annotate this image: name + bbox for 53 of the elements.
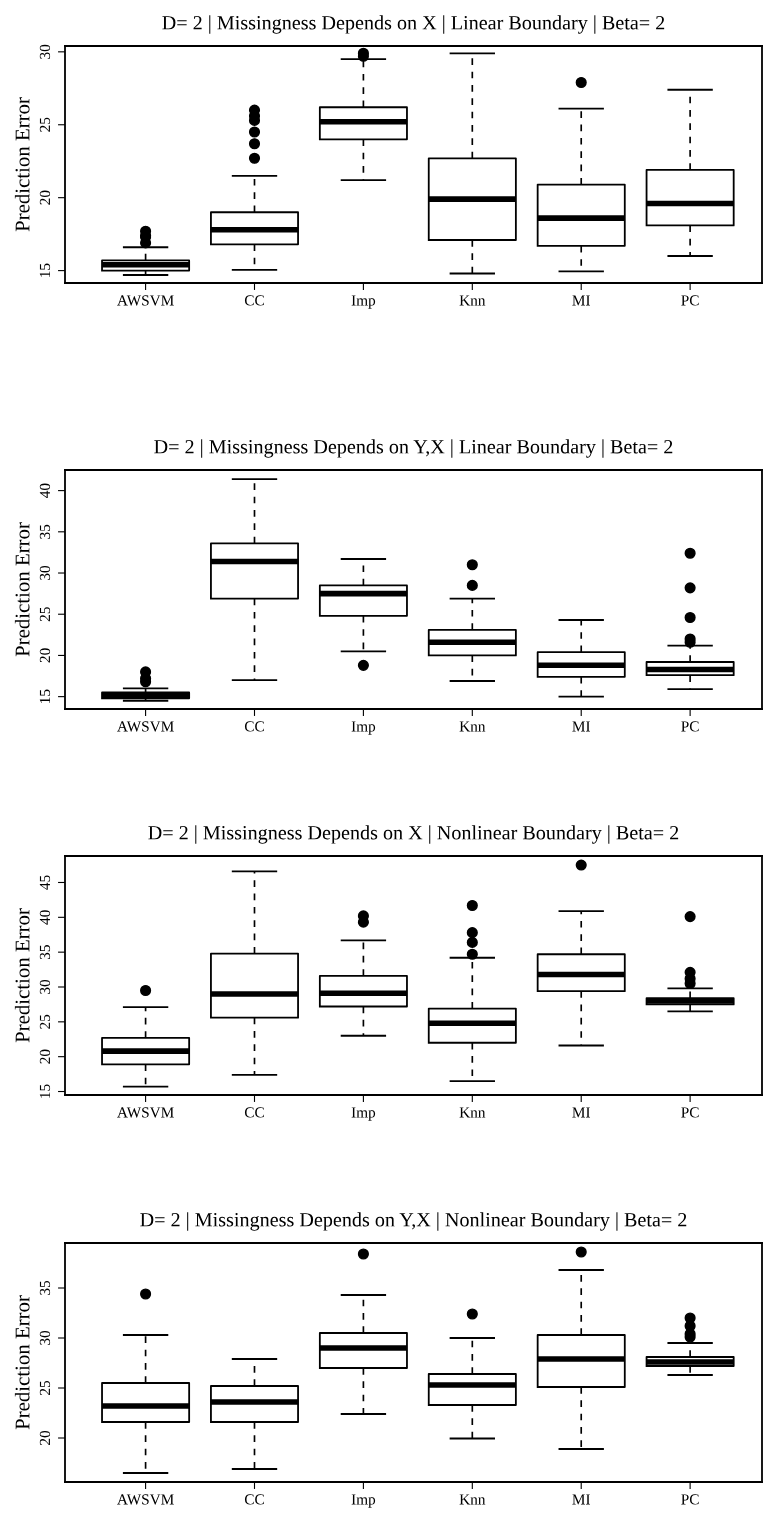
y-tick-label: 20 [39,1430,51,1445]
y-tick-label: 25 [39,1014,51,1029]
x-tick-label: MI [572,1107,591,1118]
y-tick-label: 30 [39,979,51,994]
y-tick-label: 15 [39,1084,51,1098]
y-tick-label: 25 [39,1380,51,1395]
y-tick-label: 40 [39,910,51,925]
y-tick-label: 40 [39,483,51,498]
y-tick-label: 45 [39,875,51,890]
chart-title: D= 2 | Missingness Depends on X | Linear Boundary | Beta= 2 [162,15,665,34]
y-tick-label: 35 [39,1280,51,1295]
x-tick-label: Imp [351,1107,376,1121]
x-tick-label: PC [681,721,699,732]
x-tick-label: PC [681,1107,699,1118]
x-tick-label: CC [244,295,264,306]
y-axis-title: Prediction Error [14,97,30,232]
x-tick-label: Imp [351,1494,376,1508]
y-tick-label: 25 [39,117,51,132]
y-tick-label: 20 [39,648,51,663]
x-tick-label: PC [681,1494,699,1505]
x-tick-label: Knn [459,1107,486,1118]
x-tick-label: AWSVM [117,721,174,732]
chart-title: D= 2 | Missingness Depends on Y,X | Nonlinear Boundary | Beta= 2 [140,1212,687,1231]
x-tick-label: AWSVM [117,1494,174,1505]
x-tick-label: AWSVM [117,295,174,306]
y-axis-title: Prediction Error [14,908,30,1043]
y-tick-label: 30 [39,565,51,580]
chart-title: D= 2 | Missingness Depends on Y,X | Linear Boundary | Beta= 2 [154,439,673,458]
y-axis-title: Prediction Error [14,1295,30,1430]
x-tick-label: CC [244,1107,264,1118]
y-tick-label: 30 [39,44,51,59]
x-tick-label: Knn [459,295,486,306]
x-tick-label: CC [244,721,264,732]
chart-title: D= 2 | Missingness Depends on X | Nonlinear Boundary | Beta= 2 [148,825,679,844]
y-tick-label: 15 [39,263,51,277]
y-tick-label: 35 [39,945,51,960]
x-tick-label: Knn [459,1494,486,1505]
x-tick-label: MI [572,721,591,732]
x-tick-label: PC [681,295,699,306]
y-tick-label: 35 [39,524,51,539]
x-tick-label: AWSVM [117,1107,174,1118]
x-tick-label: MI [572,1494,591,1505]
x-tick-label: Imp [351,295,376,309]
x-tick-label: CC [244,1494,264,1505]
y-tick-label: 20 [39,190,51,205]
y-tick-label: 25 [39,607,51,622]
x-tick-label: MI [572,295,591,306]
y-tick-label: 15 [39,689,51,703]
y-tick-label: 20 [39,1049,51,1064]
x-tick-label: Knn [459,721,486,732]
x-tick-label: Imp [351,721,376,735]
y-axis-title: Prediction Error [14,522,30,657]
y-tick-label: 30 [39,1330,51,1345]
